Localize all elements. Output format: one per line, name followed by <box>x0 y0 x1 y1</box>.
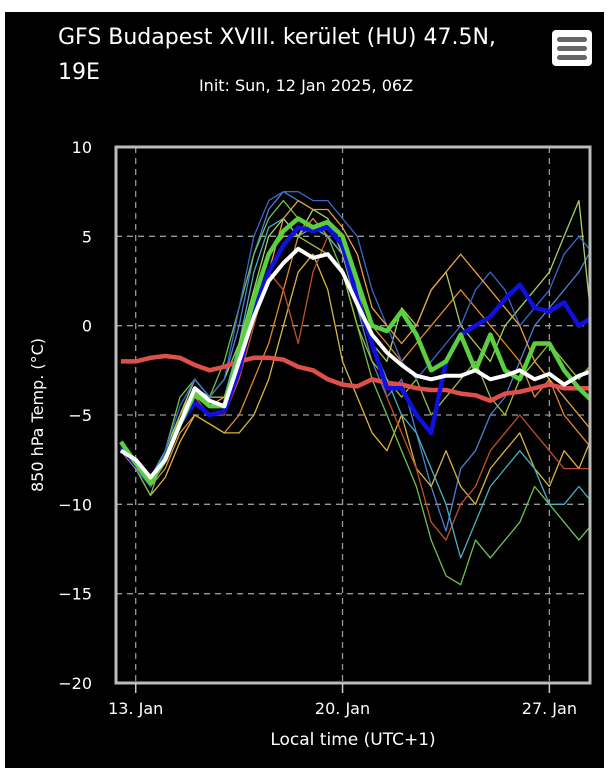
y-axis: 10 5 0 −5 −10 −15 −20 <box>58 138 92 693</box>
y-tick-label: 10 <box>72 138 92 157</box>
series-line-ensemble <box>120 199 589 479</box>
menu-bar <box>557 36 587 42</box>
y-tick-label: −20 <box>58 674 92 693</box>
series-line-mean <box>119 246 589 480</box>
x-axis-label: Local time (UTC+1) <box>270 730 435 750</box>
chart-title: GFS Budapest XVIII. kerület (HU) 47.5N, … <box>58 25 496 85</box>
x-axis: 13. Jan 20. Jan 27. Jan <box>108 683 577 718</box>
y-tick-label: −10 <box>58 495 92 514</box>
x-tick-label: 27. Jan <box>522 699 577 718</box>
series-group <box>119 191 589 586</box>
chart-panel <box>5 12 604 768</box>
x-tick-label: 20. Jan <box>315 699 370 718</box>
menu-bar <box>557 45 587 51</box>
series-line-ensemble <box>120 217 589 488</box>
series-line-operational <box>119 225 589 480</box>
menu-bar <box>557 54 587 60</box>
plot-frame <box>114 145 592 685</box>
y-tick-label: 0 <box>82 317 92 336</box>
x-tick-label: 13. Jan <box>108 699 163 718</box>
series-line-control <box>119 216 589 486</box>
series-line-ensemble <box>120 191 589 488</box>
subtitle-row: Init: Sun, 12 Jan 2025, 06Z <box>0 76 612 95</box>
series-line-ensemble <box>120 199 589 488</box>
hamburger-menu-icon[interactable] <box>552 30 592 66</box>
series-line-ensemble <box>120 253 589 505</box>
series-line-climatology <box>120 353 589 403</box>
y-tick-label: 5 <box>82 227 92 246</box>
y-tick-label: −15 <box>58 585 92 604</box>
y-tick-label: −5 <box>68 406 92 425</box>
y-axis-label: 850 hPa Temp. (°C) <box>28 338 47 492</box>
chart-subtitle: Init: Sun, 12 Jan 2025, 06Z <box>198 76 414 95</box>
